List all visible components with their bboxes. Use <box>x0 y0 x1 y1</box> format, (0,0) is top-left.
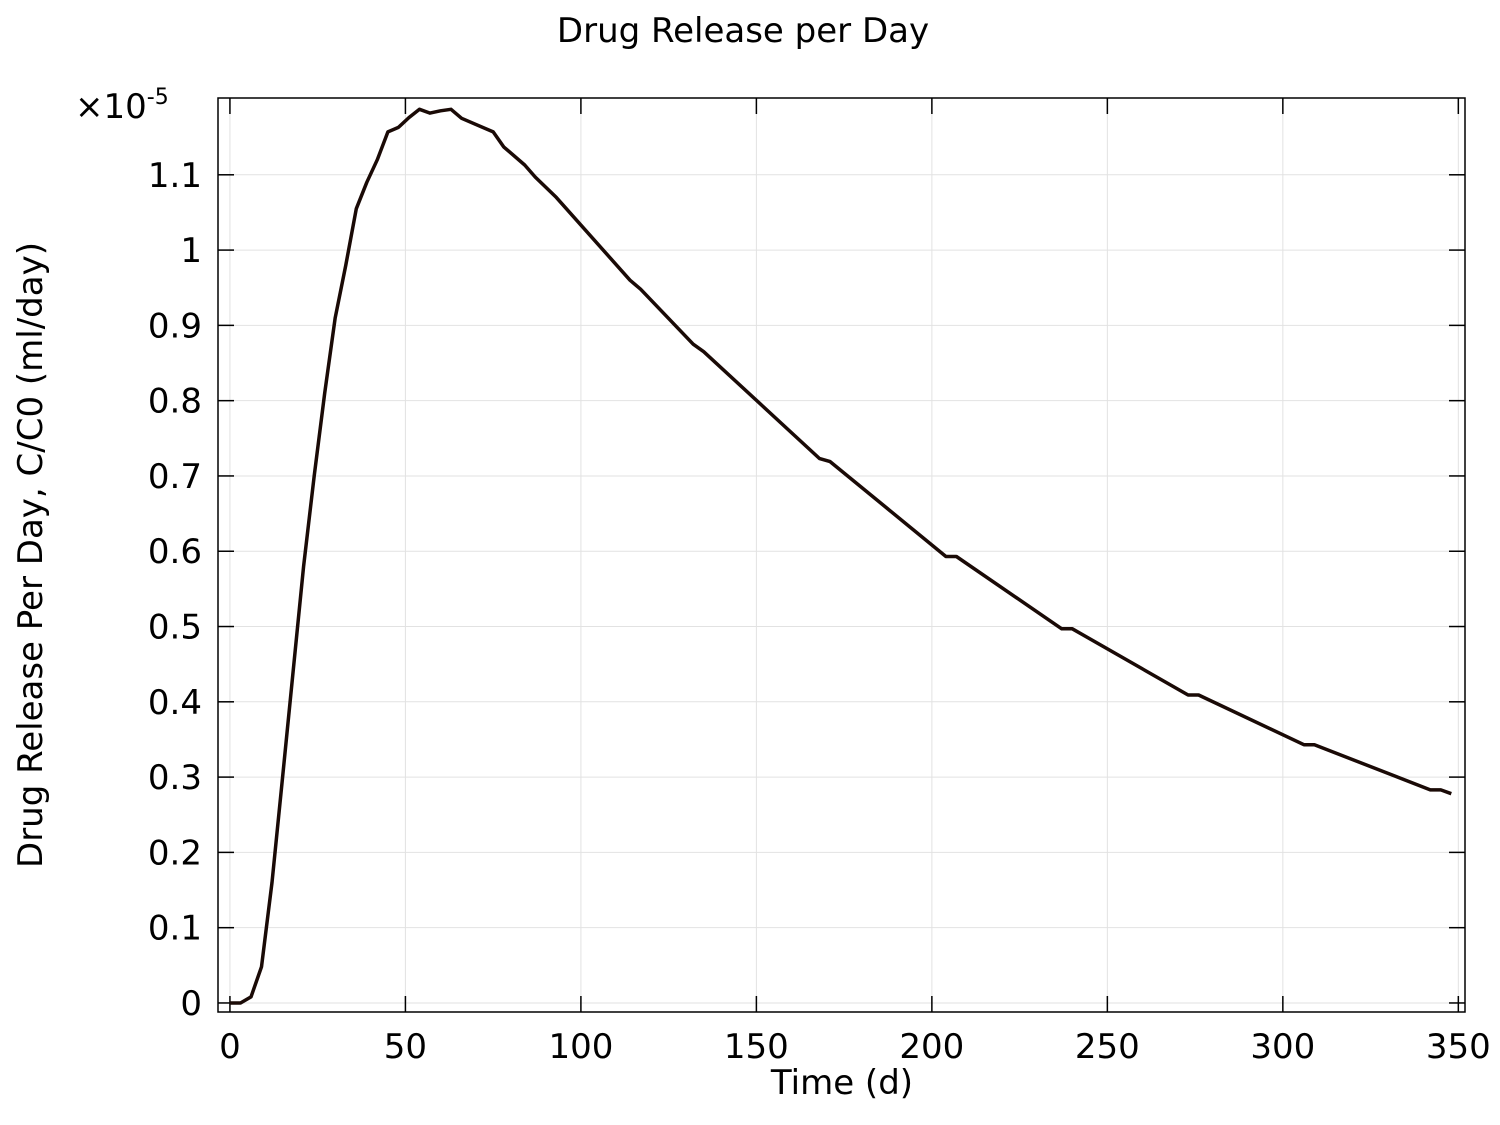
y-multiplier-exponent: -5 <box>147 85 169 110</box>
y-tick-label: 0.6 <box>148 532 202 572</box>
y-tick-label: 0.8 <box>148 382 202 422</box>
y-tick-labels: 0 0.1 0.2 0.3 0.4 0.5 0.6 0.7 0.8 0.9 1 1.1 <box>148 156 202 1024</box>
x-tick-label: 350 <box>1426 1027 1491 1067</box>
x-tick-label: 50 <box>384 1027 427 1067</box>
x-axis-label: Time (d) <box>770 1063 913 1103</box>
y-tick-label: 0 <box>180 984 202 1024</box>
y-tick-label: 0.5 <box>148 608 202 648</box>
x-tick-label: 300 <box>1250 1027 1315 1067</box>
x-tick-label: 0 <box>219 1027 241 1067</box>
y-tick-label: 1 <box>180 231 202 271</box>
x-tick-label: 200 <box>899 1027 964 1067</box>
y-multiplier-base: ×10 <box>75 87 147 127</box>
y-multiplier: ×10-5 <box>75 85 169 127</box>
chart-title: Drug Release per Day <box>557 11 929 51</box>
grid-lines <box>218 98 1465 1012</box>
y-tick-label: 0.9 <box>148 306 202 346</box>
y-tick-label: 0.7 <box>148 457 202 497</box>
series-line <box>229 107 1452 1005</box>
y-tick-label: 1.1 <box>148 156 202 196</box>
y-tick-label: 0.1 <box>148 909 202 949</box>
x-tick-label: 100 <box>548 1027 613 1067</box>
plot-frame <box>217 97 1466 1013</box>
y-tick-label: 0.2 <box>148 833 202 873</box>
x-tick-label: 150 <box>724 1027 789 1067</box>
x-tick-label: 250 <box>1075 1027 1140 1067</box>
y-tick-label: 0.4 <box>148 683 202 723</box>
x-tick-labels: 0 50 100 150 200 250 300 350 <box>219 1027 1491 1067</box>
axis-ticks <box>218 98 1465 1012</box>
y-tick-label: 0.3 <box>148 758 202 798</box>
y-axis-label: Drug Release Per Day, C/C0 (ml/day) <box>11 242 51 868</box>
